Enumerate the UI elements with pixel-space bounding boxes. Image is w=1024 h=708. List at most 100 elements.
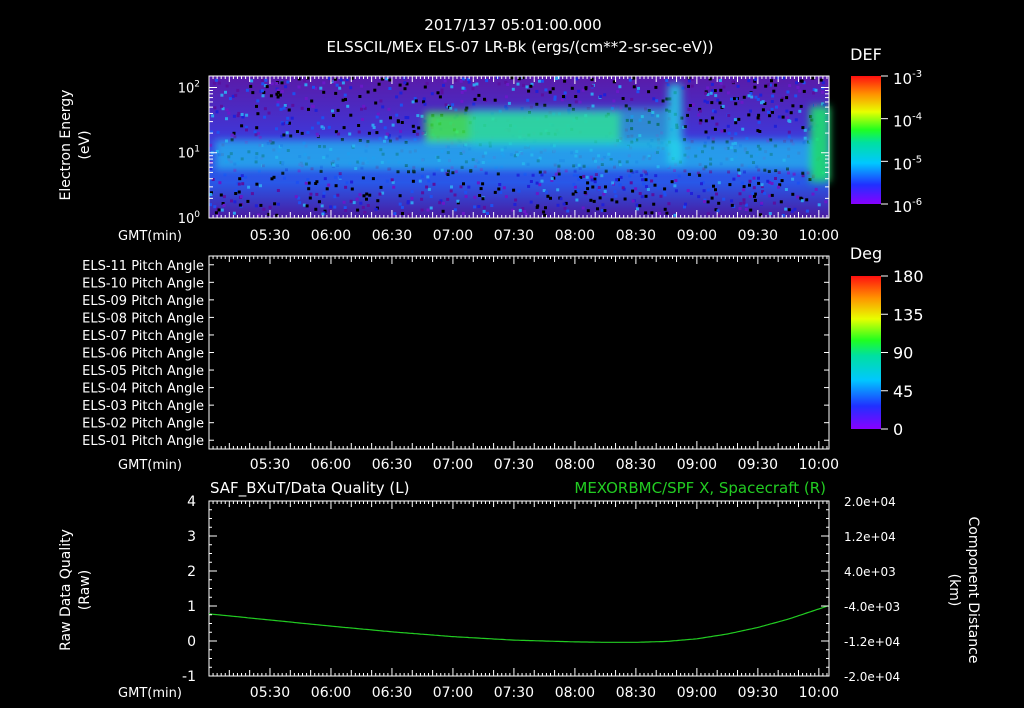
spectrogram-pixel	[542, 210, 546, 214]
spectrogram-pixel	[416, 114, 420, 118]
spectrogram-pixel	[296, 130, 299, 133]
spectrogram-pixel	[270, 177, 274, 181]
spectrogram-pixel	[628, 174, 632, 178]
spectrogram-pixel	[420, 197, 424, 201]
spectrogram-pixel	[245, 128, 248, 132]
spectrogram-pixel	[708, 77, 712, 81]
spectrogram-pixel	[586, 209, 590, 213]
spectrogram-pixel	[341, 81, 345, 85]
pitch-time-label: 09:30	[738, 457, 778, 473]
spectrogram-pixel	[574, 100, 578, 104]
spectrogram-pixel	[287, 108, 291, 112]
spectrogram-pixel	[770, 193, 774, 197]
spectrogram-pixel	[256, 132, 260, 136]
spectrogram-pixel	[763, 168, 767, 172]
spectrogram-pixel	[629, 181, 633, 185]
spectrogram-pixel	[344, 98, 347, 101]
spectrogram-pixel	[254, 204, 258, 208]
spectrogram-pixel	[564, 169, 568, 173]
spectrogram-pixel	[784, 207, 788, 211]
spectrogram-pixel	[744, 208, 748, 211]
spectrogram-pixel	[571, 192, 575, 196]
spectrogram-pixel	[371, 123, 375, 127]
spectrogram-pixel	[673, 184, 677, 188]
quality-time-label: 05:30	[250, 685, 290, 701]
spectrogram-pixel	[232, 131, 236, 135]
spectrogram-pixel	[542, 189, 546, 192]
spectrogram-pixel	[654, 174, 658, 178]
spectrogram-pixel	[342, 200, 346, 204]
spectrogram-pixel	[304, 83, 308, 87]
spectrogram-pixel	[734, 121, 738, 125]
spectrogram-pixel	[209, 203, 212, 207]
spectrogram-pixel	[757, 181, 761, 185]
spectrogram-pixel	[590, 178, 594, 182]
spectrogram-pixel	[589, 175, 593, 179]
spectrogram-pixel	[786, 90, 790, 94]
spectrogram-pixel	[285, 131, 289, 135]
spectrogram-pixel	[391, 123, 395, 127]
spectrogram-pixel	[209, 143, 213, 147]
spectrogram-pixel	[216, 130, 220, 134]
spectrogram-pixel	[645, 185, 648, 189]
spectrogram-pixel	[263, 107, 267, 111]
spectrogram-pixel	[361, 118, 364, 121]
spectrogram-features	[215, 84, 830, 182]
spectrogram-pixel	[593, 177, 597, 181]
pitch-row-label: ELS-11 Pitch Angle	[82, 259, 204, 274]
pitch-axis-frame: 05:30 06:00 06:30 07:00 07:30 08:00 08:30 09:00…	[118, 255, 839, 473]
spectrogram-pixel	[407, 170, 410, 174]
spectrogram-pixel	[213, 106, 217, 110]
spectrogram-pixel	[315, 192, 319, 196]
spectrogram-pixel	[499, 190, 503, 194]
spectrogram-pixel	[600, 208, 604, 212]
spectrogram-pixel	[340, 138, 344, 142]
energy-time-label: 05:30	[250, 228, 290, 244]
spectrogram-pixel	[774, 169, 778, 173]
spectrogram-pixel	[253, 130, 257, 134]
spectrogram-pixel	[545, 190, 548, 194]
pitch-time-label: 07:00	[433, 457, 473, 473]
spectrogram-pixel	[651, 193, 655, 197]
spectrogram-pixel	[800, 79, 804, 83]
spectrogram-pixel	[604, 185, 607, 189]
spectrogram-pixel	[240, 174, 244, 178]
pitch-row-label: ELS-02 Pitch Angle	[82, 417, 204, 432]
spectrogram-pixel	[418, 179, 422, 183]
spectrogram-pixel	[800, 199, 804, 203]
spectrogram-pixel	[787, 171, 790, 175]
spectrogram-pixel	[444, 103, 448, 107]
spectrogram-pixel	[332, 114, 335, 117]
spectrogram-pixel	[349, 199, 353, 203]
spectrogram-pixel	[570, 86, 574, 90]
quality-tick-label: 4	[187, 494, 196, 510]
spectrogram-pixel	[759, 213, 762, 217]
spectrogram-pixel	[479, 187, 483, 191]
spectrogram-pixel	[212, 81, 216, 85]
spectrogram-pixel	[590, 92, 594, 96]
spectrogram-pixel	[373, 88, 377, 92]
spectrogram-pixel	[790, 209, 794, 213]
spectrogram-pixel	[781, 96, 785, 100]
spectrogram-pixel	[770, 107, 774, 111]
energy-time-label: 06:30	[372, 228, 412, 244]
spectrogram-pixel	[256, 99, 260, 103]
spectrogram-pixel	[771, 94, 775, 98]
spectrogram-pixel	[812, 91, 816, 95]
spectrogram-pixel	[411, 179, 415, 183]
spectrogram-pixel	[822, 103, 826, 107]
pitch-row-label: ELS-06 Pitch Angle	[82, 347, 204, 362]
spectrogram-pixel	[337, 132, 341, 136]
spectrogram-pixel	[573, 169, 577, 173]
spectrogram-pixel	[629, 169, 633, 173]
spectrogram-pixel	[385, 77, 389, 81]
spectrogram-pixel	[473, 205, 477, 209]
spectrogram-pixel	[775, 105, 778, 109]
spectrogram-pixel	[575, 198, 579, 202]
spectrogram-pixel	[322, 81, 326, 85]
spectrogram-pixel	[535, 181, 539, 185]
spectrogram-pixel	[611, 105, 615, 109]
def-colorbar-ticks: 10-3 10-4 10-5 10-6	[881, 69, 922, 216]
spectrogram-pixel	[728, 183, 732, 187]
spectrogram-pixel	[440, 168, 444, 172]
